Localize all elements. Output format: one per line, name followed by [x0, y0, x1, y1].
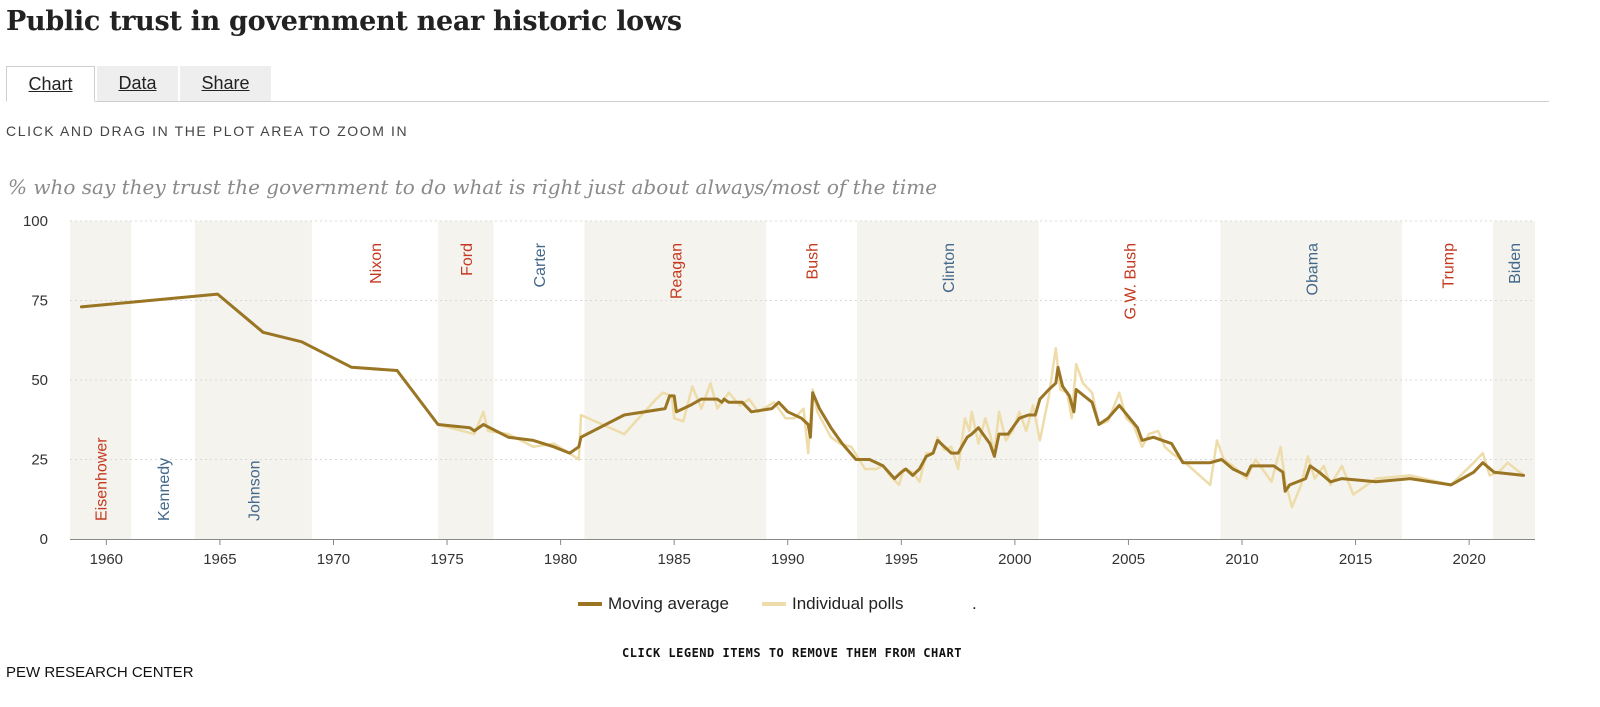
chart-legend: Moving average Individual polls: [0, 592, 1600, 616]
y-tick-label-25: 25: [31, 452, 48, 469]
president-label-nixon: Nixon: [368, 243, 385, 284]
term-band-clinton: [857, 221, 1039, 539]
tab-bar: Chart Data Share: [6, 66, 1549, 102]
legend-label-individual-polls: Individual polls: [792, 594, 904, 613]
president-label-eisenhower: Eisenhower: [94, 437, 111, 521]
source-credit: PEW RESEARCH CENTER: [6, 664, 194, 681]
term-band-biden: [1492, 221, 1535, 539]
president-label-ford: Ford: [459, 243, 476, 276]
x-tick-label-1960: 1960: [90, 551, 123, 565]
x-tick-label-1995: 1995: [885, 551, 918, 565]
y-tick-label-100: 100: [23, 213, 48, 230]
president-label-carter: Carter: [532, 242, 549, 287]
x-tick-label-1965: 1965: [203, 551, 236, 565]
y-tick-label-50: 50: [31, 372, 48, 389]
legend-swatch-moving-average: [578, 602, 602, 606]
legend-label-moving-average: Moving average: [608, 594, 729, 613]
x-tick-label-1980: 1980: [544, 551, 577, 565]
president-label-reagan: Reagan: [668, 243, 685, 299]
y-tick-label-75: 75: [31, 293, 48, 310]
president-label-g-w-bush: G.W. Bush: [1123, 243, 1140, 319]
legend-swatch-individual-polls: [762, 602, 786, 606]
chart-plot-area[interactable]: 0 25 50 75 100 1960 1965 1970 1975 1980 1985 1990 19…: [0, 205, 1600, 565]
president-label-obama: Obama: [1304, 243, 1321, 296]
x-tick-label-2010: 2010: [1225, 551, 1258, 565]
y-tick-label-0: 0: [40, 531, 48, 548]
president-label-trump: Trump: [1441, 243, 1458, 289]
chart-subtitle: % who say they trust the government to d…: [8, 175, 938, 199]
x-tick-label-2015: 2015: [1339, 551, 1372, 565]
x-tick-label-2000: 2000: [998, 551, 1031, 565]
term-band-johnson: [194, 221, 312, 539]
x-tick-label-1970: 1970: [317, 551, 350, 565]
x-tick-label-2005: 2005: [1112, 551, 1145, 565]
president-label-clinton: Clinton: [941, 243, 958, 293]
legend-hint: CLICK LEGEND ITEMS TO REMOVE THEM FROM C…: [622, 646, 962, 660]
zoom-hint: CLICK AND DRAG IN THE PLOT AREA TO ZOOM …: [6, 123, 409, 139]
tab-data[interactable]: Data: [97, 66, 178, 101]
president-label-bush: Bush: [805, 243, 822, 279]
legend-trailing-dot: .: [972, 594, 977, 613]
x-tick-label-2020: 2020: [1452, 551, 1485, 565]
legend-item-moving-average[interactable]: Moving average: [578, 592, 738, 616]
x-tick-label-1975: 1975: [430, 551, 463, 565]
x-tick-label-1990: 1990: [771, 551, 804, 565]
president-label-biden: Biden: [1507, 243, 1524, 284]
tab-chart[interactable]: Chart: [6, 66, 95, 102]
series-moving-average-line: [79, 292, 1526, 493]
president-label-kennedy: Kennedy: [156, 458, 173, 521]
legend-item-individual-polls[interactable]: Individual polls: [762, 592, 922, 616]
x-tick-label-1985: 1985: [657, 551, 690, 565]
page-title: Public trust in government near historic…: [6, 6, 682, 37]
tab-share[interactable]: Share: [180, 66, 271, 101]
president-label-johnson: Johnson: [246, 461, 263, 522]
